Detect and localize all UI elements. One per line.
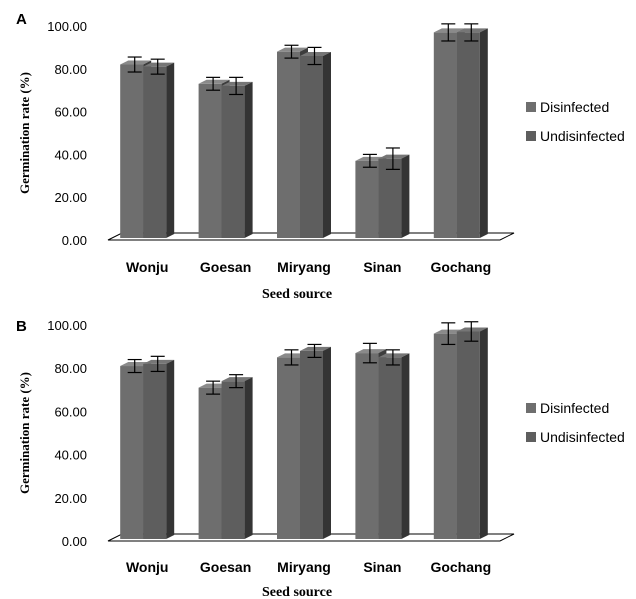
bar-top	[378, 353, 410, 358]
bar-side	[401, 154, 410, 238]
y-tick-label: 0.00	[62, 534, 87, 549]
bar-side	[401, 353, 410, 539]
y-tick-label: 100.00	[47, 318, 87, 333]
bar-undisinfected-miryang	[300, 343, 331, 539]
y-axis-title: Germination rate (%)	[17, 372, 32, 494]
bar-front	[143, 66, 167, 238]
y-tick-label: 20.00	[54, 491, 87, 506]
bar-undisinfected-gochang	[456, 321, 488, 539]
y-axis-title: Germination rate (%)	[17, 72, 32, 194]
bar-front	[120, 366, 144, 539]
panel-label: A	[16, 11, 27, 28]
bar-front	[143, 363, 167, 539]
legend-label: Undisinfected	[540, 429, 625, 445]
panel-label: B	[16, 318, 27, 335]
x-category-label: Gochang	[430, 259, 491, 275]
y-tick-label: 40.00	[54, 448, 87, 463]
bar-top	[300, 346, 331, 351]
x-category-label: Goesan	[200, 559, 251, 575]
x-axis-title: Seed source	[262, 287, 332, 302]
bar-front	[355, 353, 379, 539]
bar-front	[277, 357, 300, 539]
bar-top	[355, 349, 387, 354]
bar-front	[378, 158, 402, 238]
legend-label: Disinfected	[540, 400, 609, 416]
legend-item-undisinfected: Undisinfected	[526, 128, 625, 144]
bar-front	[456, 32, 480, 238]
bar-top	[378, 154, 410, 159]
bar-top	[143, 62, 175, 67]
x-category-label: Wonju	[126, 559, 169, 575]
legend-swatch	[526, 432, 536, 442]
x-category-label: Miryang	[277, 559, 331, 575]
legend-item-undisinfected: Undisinfected	[526, 429, 625, 445]
y-tick-label: 40.00	[54, 147, 87, 162]
bar-side	[244, 377, 253, 539]
bar-undisinfected-wonju	[143, 58, 175, 238]
x-axis-title: Seed source	[262, 585, 332, 599]
bar-front	[355, 160, 379, 238]
bar-top	[221, 81, 253, 86]
bar-top	[198, 79, 230, 84]
y-tick-label: 60.00	[54, 105, 87, 120]
legend-swatch	[526, 102, 536, 112]
legend-swatch	[526, 131, 536, 141]
bar-top	[120, 60, 152, 65]
legend-swatch	[526, 403, 536, 413]
bar-undisinfected-miryang	[300, 46, 331, 239]
legend-item-disinfected: Disinfected	[526, 99, 609, 115]
bar-undisinfected-goesan	[221, 374, 253, 539]
legend-item-disinfected: Disinfected	[526, 400, 609, 416]
bar-front	[433, 333, 457, 539]
bar-side	[323, 51, 331, 239]
bar-undisinfected-wonju	[143, 355, 175, 539]
x-category-label: Sinan	[363, 259, 401, 275]
x-category-label: Miryang	[277, 259, 331, 275]
bar-top	[221, 377, 253, 382]
bar-side	[479, 28, 488, 239]
bar-top	[433, 28, 465, 33]
bar-front	[120, 64, 144, 239]
bar-top	[456, 28, 488, 33]
bar-top	[277, 47, 308, 52]
bar-front	[300, 350, 323, 539]
bar-top	[143, 359, 175, 364]
bar-top	[300, 51, 331, 56]
chart-panel-b: B 0.00 20.00 40.00 60.00 80.00 100.00 Wonju Goes…	[16, 318, 625, 599]
x-category-label: Gochang	[430, 559, 491, 575]
y-tick-label: 60.00	[54, 404, 87, 419]
y-tick-label: 0.00	[62, 233, 87, 248]
bar-side	[244, 81, 253, 238]
bar-undisinfected-goesan	[221, 76, 253, 238]
bar-side	[323, 346, 331, 539]
chart-panel-a: A 0.00 20.00 40.00 60.00 80.00 100.00 Wonju Goes…	[16, 11, 625, 302]
bar-front	[198, 83, 222, 238]
bar-side	[166, 359, 175, 539]
bar-front	[221, 85, 245, 238]
bar-front	[433, 32, 457, 238]
y-tick-label: 80.00	[54, 361, 87, 376]
bar-side	[166, 62, 175, 238]
legend-label: Undisinfected	[540, 128, 625, 144]
bar-side	[479, 327, 488, 539]
bar-front	[221, 381, 245, 539]
x-category-label: Sinan	[363, 559, 401, 575]
bar-front	[300, 55, 323, 239]
bar-front	[456, 331, 480, 539]
x-category-label: Goesan	[200, 259, 251, 275]
legend-label: Disinfected	[540, 99, 609, 115]
y-tick-label: 20.00	[54, 190, 87, 205]
y-tick-label: 80.00	[54, 62, 87, 77]
bar-front	[198, 387, 222, 539]
x-category-label: Wonju	[126, 259, 169, 275]
bar-front	[378, 357, 402, 539]
bar-undisinfected-gochang	[456, 23, 488, 239]
bar-top	[456, 327, 488, 332]
bar-undisinfected-sinan	[378, 349, 410, 539]
bar-front	[277, 51, 300, 239]
bar-undisinfected-sinan	[378, 147, 410, 238]
y-tick-label: 100.00	[47, 19, 87, 34]
